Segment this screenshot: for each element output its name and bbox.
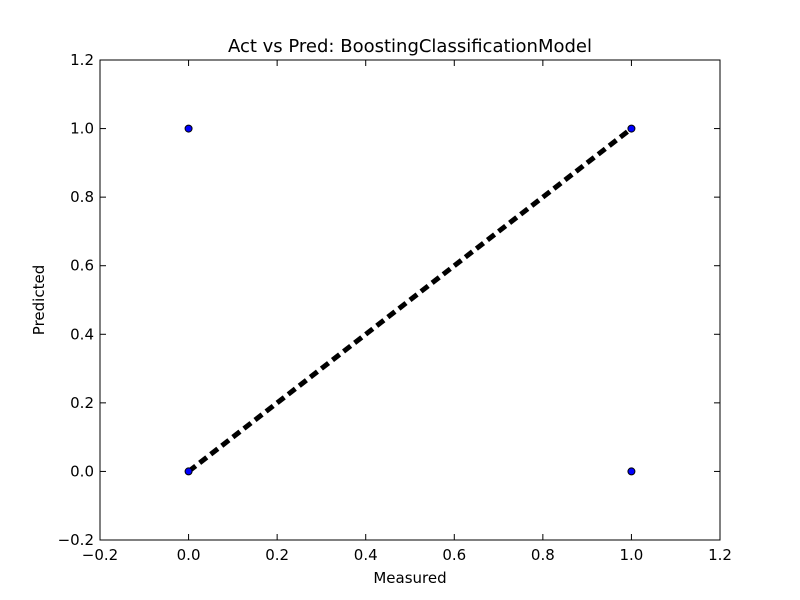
x-tick-label: −0.2 xyxy=(82,546,118,564)
data-point xyxy=(627,124,636,133)
x-tick-label: 0.4 xyxy=(354,546,378,564)
y-tick-label: 0.8 xyxy=(70,188,94,206)
x-tick-label: 1.0 xyxy=(619,546,643,564)
y-tick-label: 1.2 xyxy=(70,51,94,69)
reference-line xyxy=(187,126,633,474)
x-tick-label: 0.2 xyxy=(265,546,289,564)
ticks-layer: −0.2 0.0 0.2 0.4 0.6 0.8 1.0 1.2 −0.2 0.0 0.2 0.4 0.… xyxy=(58,51,732,564)
y-tick-label: 0.6 xyxy=(70,257,94,275)
chart-title: Act vs Pred: BoostingClassificationModel xyxy=(228,36,592,57)
data-point xyxy=(184,467,193,476)
plot-area xyxy=(99,59,721,541)
y-tick-label: 0.2 xyxy=(70,394,94,412)
y-tick-label: −0.2 xyxy=(58,531,94,549)
reference-line-layer xyxy=(187,126,633,474)
data-point xyxy=(184,124,193,133)
data-point xyxy=(627,467,636,476)
x-tick-label: 0.6 xyxy=(442,546,466,564)
x-tick-label: 1.2 xyxy=(708,546,732,564)
y-axis-label: Predicted xyxy=(30,265,48,335)
y-tick-label: 1.0 xyxy=(70,120,94,138)
x-tick-label: 0.8 xyxy=(531,546,555,564)
y-tick-label: 0.4 xyxy=(70,325,94,343)
points-layer xyxy=(184,124,636,476)
x-axis-label: Measured xyxy=(373,569,446,587)
plot-frame xyxy=(99,59,721,541)
x-tick-label: 0.0 xyxy=(177,546,201,564)
y-tick-label: 0.0 xyxy=(70,462,94,480)
